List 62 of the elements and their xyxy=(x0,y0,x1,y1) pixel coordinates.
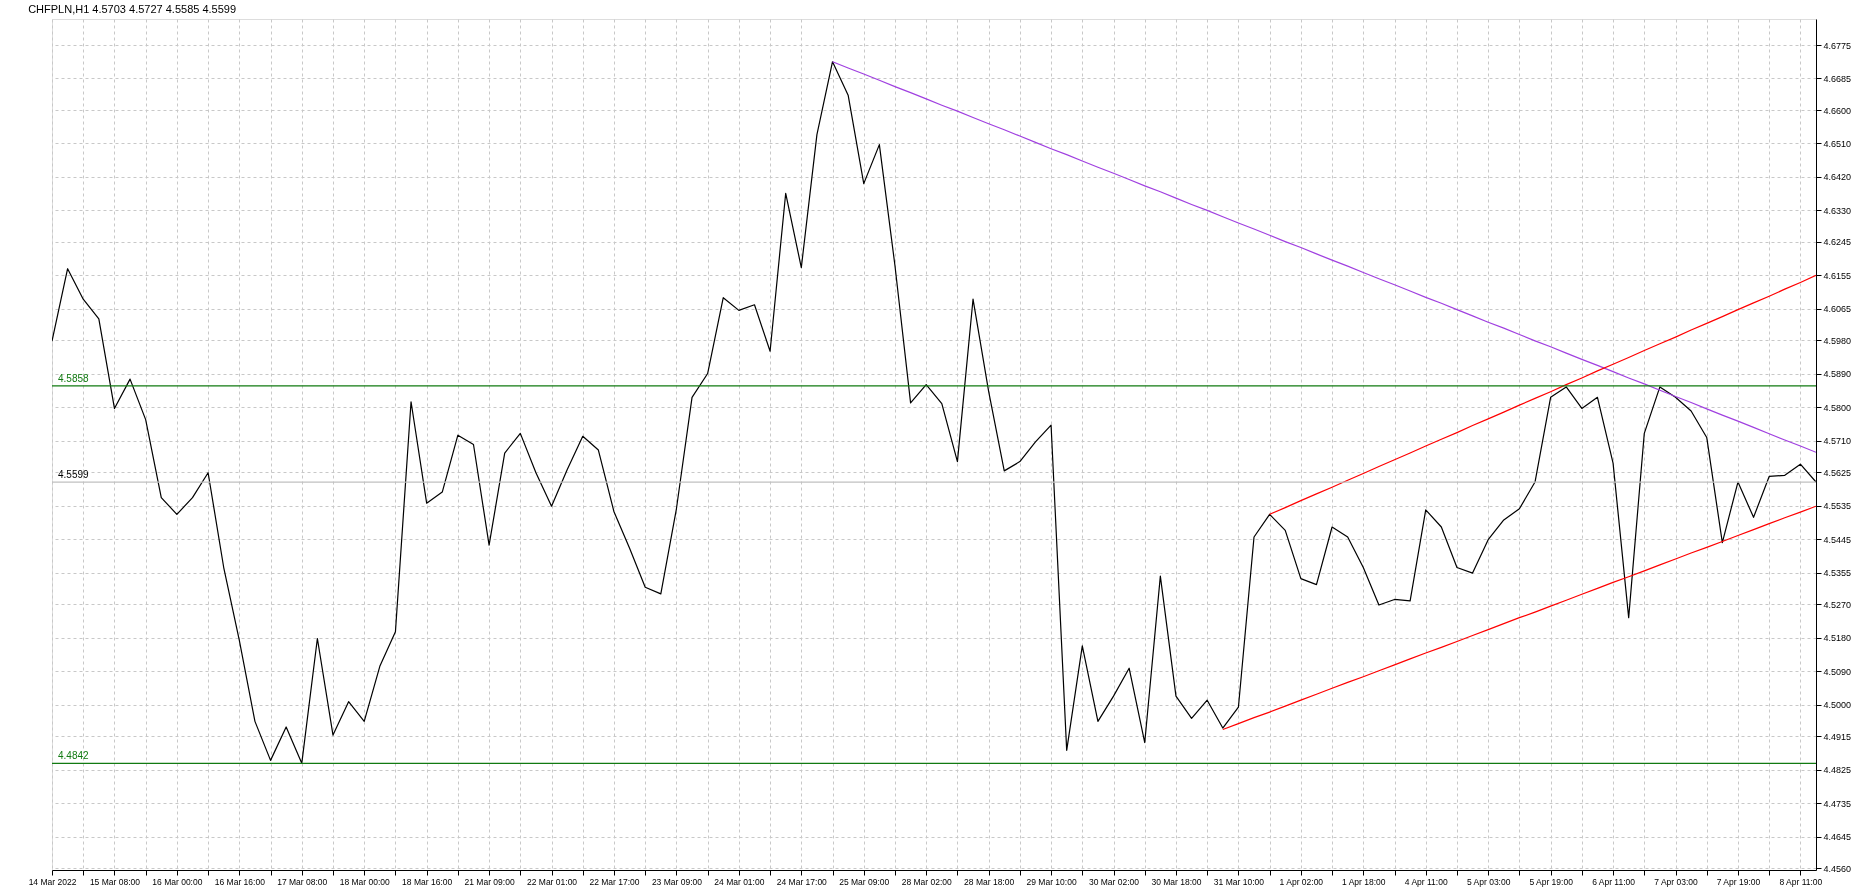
line-series xyxy=(831,61,1816,453)
y-tick-label: 4.4915 xyxy=(1823,731,1852,742)
x-tick-label: 24 Mar 01:00 xyxy=(714,876,765,887)
x-tick-label: 14 Mar 2022 xyxy=(28,876,77,887)
x-tick-label: 23 Mar 09:00 xyxy=(651,876,703,887)
x-tick-label: 31 Mar 10:00 xyxy=(1213,876,1265,887)
x-tick-label: 25 Mar 09:00 xyxy=(839,876,890,887)
x-tick-label: 18 Mar 00:00 xyxy=(339,876,391,887)
x-tick-label: 28 Mar 18:00 xyxy=(964,876,1015,887)
x-tick-label: 24 Mar 17:00 xyxy=(776,876,828,887)
chart-title: CHFPLN,H1 4.5703 4.5727 4.5585 4.5599 xyxy=(28,3,237,15)
y-tick-label: 4.4645 xyxy=(1823,832,1852,843)
y-tick-label: 4.4825 xyxy=(1823,765,1852,776)
x-tick-label: 28 Mar 02:00 xyxy=(901,876,953,887)
y-tick-label: 4.6775 xyxy=(1823,40,1852,51)
x-tick-label: 22 Mar 17:00 xyxy=(589,876,640,887)
y-tick-label: 4.5355 xyxy=(1823,568,1852,579)
y-tick-label: 4.5800 xyxy=(1823,402,1852,413)
x-tick-label: 5 Apr 19:00 xyxy=(1529,876,1574,887)
ref-line-label: 4.5599 xyxy=(58,469,90,481)
y-tick-label: 4.6155 xyxy=(1823,270,1852,281)
y-tick-label: 4.5445 xyxy=(1823,534,1852,545)
x-tick-label: 6 Apr 11:00 xyxy=(1592,876,1636,887)
y-tick-label: 4.6510 xyxy=(1823,138,1852,149)
x-tick-label: 21 Mar 09:00 xyxy=(464,876,515,887)
ref-line-label: 4.5858 xyxy=(58,372,90,384)
x-tick-label: 18 Mar 16:00 xyxy=(402,876,453,887)
y-tick-label: 4.5710 xyxy=(1823,436,1852,447)
x-tick-label: 1 Apr 02:00 xyxy=(1279,876,1324,887)
y-tick-label: 4.5180 xyxy=(1823,633,1852,644)
x-tick-label: 1 Apr 18:00 xyxy=(1342,876,1386,887)
y-tick-label: 4.6245 xyxy=(1823,237,1852,248)
y-tick-label: 4.5535 xyxy=(1823,501,1852,512)
y-tick-label: 4.5625 xyxy=(1823,467,1852,478)
y-tick-label: 4.5980 xyxy=(1823,335,1852,346)
y-tick-label: 4.4560 xyxy=(1823,863,1852,874)
x-tick-label: 4 Apr 11:00 xyxy=(1404,876,1448,887)
y-tick-label: 4.6065 xyxy=(1823,304,1852,315)
y-tick-label: 4.6420 xyxy=(1823,172,1852,183)
x-tick-label: 29 Mar 10:00 xyxy=(1026,876,1077,887)
x-tick-label: 16 Mar 00:00 xyxy=(152,876,203,887)
x-tick-label: 22 Mar 01:00 xyxy=(526,876,578,887)
y-tick-label: 4.5890 xyxy=(1823,369,1852,380)
x-tick-label: 8 Apr 11:00 xyxy=(1779,876,1823,887)
y-tick-label: 4.6600 xyxy=(1823,105,1852,116)
x-tick-label: 7 Apr 03:00 xyxy=(1654,876,1699,887)
y-tick-label: 4.5270 xyxy=(1823,599,1852,610)
x-tick-label: 16 Mar 16:00 xyxy=(214,876,266,887)
line-series xyxy=(1269,274,1816,515)
ref-line-label: 4.4842 xyxy=(58,750,90,762)
x-tick-label: 30 Mar 02:00 xyxy=(1088,876,1140,887)
x-tick-label: 30 Mar 18:00 xyxy=(1151,876,1202,887)
y-tick-label: 4.6330 xyxy=(1823,205,1852,216)
x-tick-label: 17 Mar 08:00 xyxy=(277,876,328,887)
x-tick-label: 5 Apr 03:00 xyxy=(1466,876,1511,887)
y-tick-label: 4.5000 xyxy=(1823,700,1852,711)
y-tick-label: 4.4735 xyxy=(1823,798,1852,809)
line-series xyxy=(1222,505,1816,731)
x-tick-label: 7 Apr 19:00 xyxy=(1716,876,1761,887)
y-tick-label: 4.6685 xyxy=(1823,73,1852,84)
x-tick-label: 15 Mar 08:00 xyxy=(89,876,141,887)
y-tick-label: 4.5090 xyxy=(1823,666,1852,677)
